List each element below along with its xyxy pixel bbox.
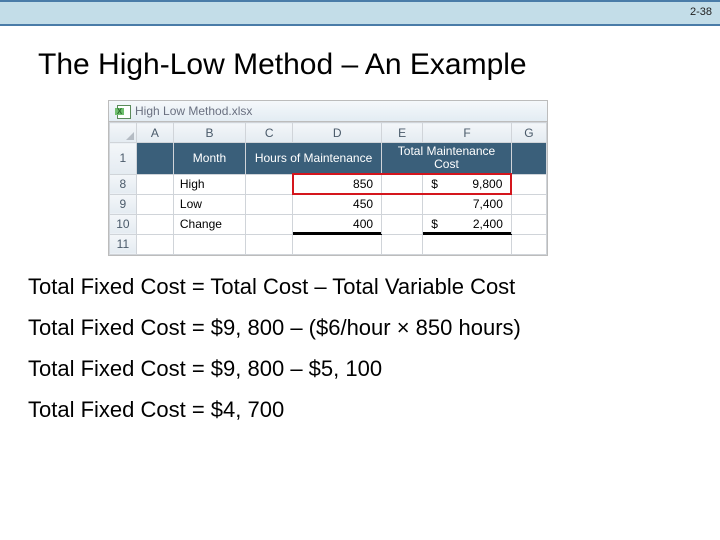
equation-line-2: Total Fixed Cost = $9, 800 – ($6/hour × … (28, 315, 692, 341)
cell-empty (136, 143, 173, 175)
col-C: C (246, 123, 293, 143)
row-1: 1 (110, 143, 137, 175)
cell-low-cost: 7,400 (423, 194, 512, 214)
excel-titlebar: High Low Method.xlsx (109, 101, 547, 122)
cell-chg-label: Change (173, 214, 245, 234)
cell (511, 174, 546, 194)
cell (511, 214, 546, 234)
cell-high-hours: 850 (293, 174, 382, 194)
cell (246, 214, 293, 234)
cell (246, 194, 293, 214)
cell (382, 174, 423, 194)
cell (173, 234, 245, 254)
slide-content: The High-Low Method – An Example High Lo… (0, 26, 720, 423)
title-banner: 2-38 (0, 0, 720, 26)
equation-line-4: Total Fixed Cost = $4, 700 (28, 397, 692, 423)
col-B: B (173, 123, 245, 143)
hdr-month: Month (173, 143, 245, 175)
excel-icon (115, 104, 129, 118)
equation-line-1: Total Fixed Cost = Total Cost – Total Va… (28, 274, 692, 300)
col-D: D (293, 123, 382, 143)
cell (511, 234, 546, 254)
row-10: 10 (110, 214, 137, 234)
col-E: E (382, 123, 423, 143)
cell-high-label: High (173, 174, 245, 194)
equation-line-3: Total Fixed Cost = $9, 800 – $5, 100 (28, 356, 692, 382)
row-low: 9 Low 450 7,400 (110, 194, 547, 214)
cell (511, 194, 546, 214)
select-all-corner (110, 123, 137, 143)
equation-block: Total Fixed Cost = Total Cost – Total Va… (28, 274, 692, 423)
hdr-hours: Hours of Maintenance (246, 143, 382, 175)
cell (246, 234, 293, 254)
col-A: A (136, 123, 173, 143)
excel-filename: High Low Method.xlsx (135, 104, 252, 118)
row-9: 9 (110, 194, 137, 214)
cell (382, 214, 423, 234)
cell (293, 234, 382, 254)
cell (423, 234, 512, 254)
cell-chg-cost: 2,400 (423, 214, 512, 234)
cell (382, 234, 423, 254)
cell-chg-hours: 400 (293, 214, 382, 234)
excel-window: High Low Method.xlsx A B C D E F G 1 M (108, 100, 548, 256)
col-F: F (423, 123, 512, 143)
row-blank: 11 (110, 234, 547, 254)
row-11: 11 (110, 234, 137, 254)
cell-low-label: Low (173, 194, 245, 214)
page-number: 2-38 (690, 6, 712, 18)
cell-low-hours: 450 (293, 194, 382, 214)
column-header-row: A B C D E F G (110, 123, 547, 143)
row-high: 8 High 850 9,800 (110, 174, 547, 194)
cell (136, 234, 173, 254)
cell (136, 174, 173, 194)
header-row-1: 1 Month Hours of Maintenance Total Maint… (110, 143, 547, 175)
row-change: 10 Change 400 2,400 (110, 214, 547, 234)
cell (136, 214, 173, 234)
spreadsheet-grid: A B C D E F G 1 Month Hours of Maintenan… (109, 122, 547, 255)
cell (382, 194, 423, 214)
row-8: 8 (110, 174, 137, 194)
cell (246, 174, 293, 194)
hdr-cost: Total Maintenance Cost (382, 143, 512, 175)
slide-title: The High-Low Method – An Example (38, 48, 692, 82)
cell (136, 194, 173, 214)
cell-empty (511, 143, 546, 175)
cell-high-cost: 9,800 (423, 174, 512, 194)
col-G: G (511, 123, 546, 143)
